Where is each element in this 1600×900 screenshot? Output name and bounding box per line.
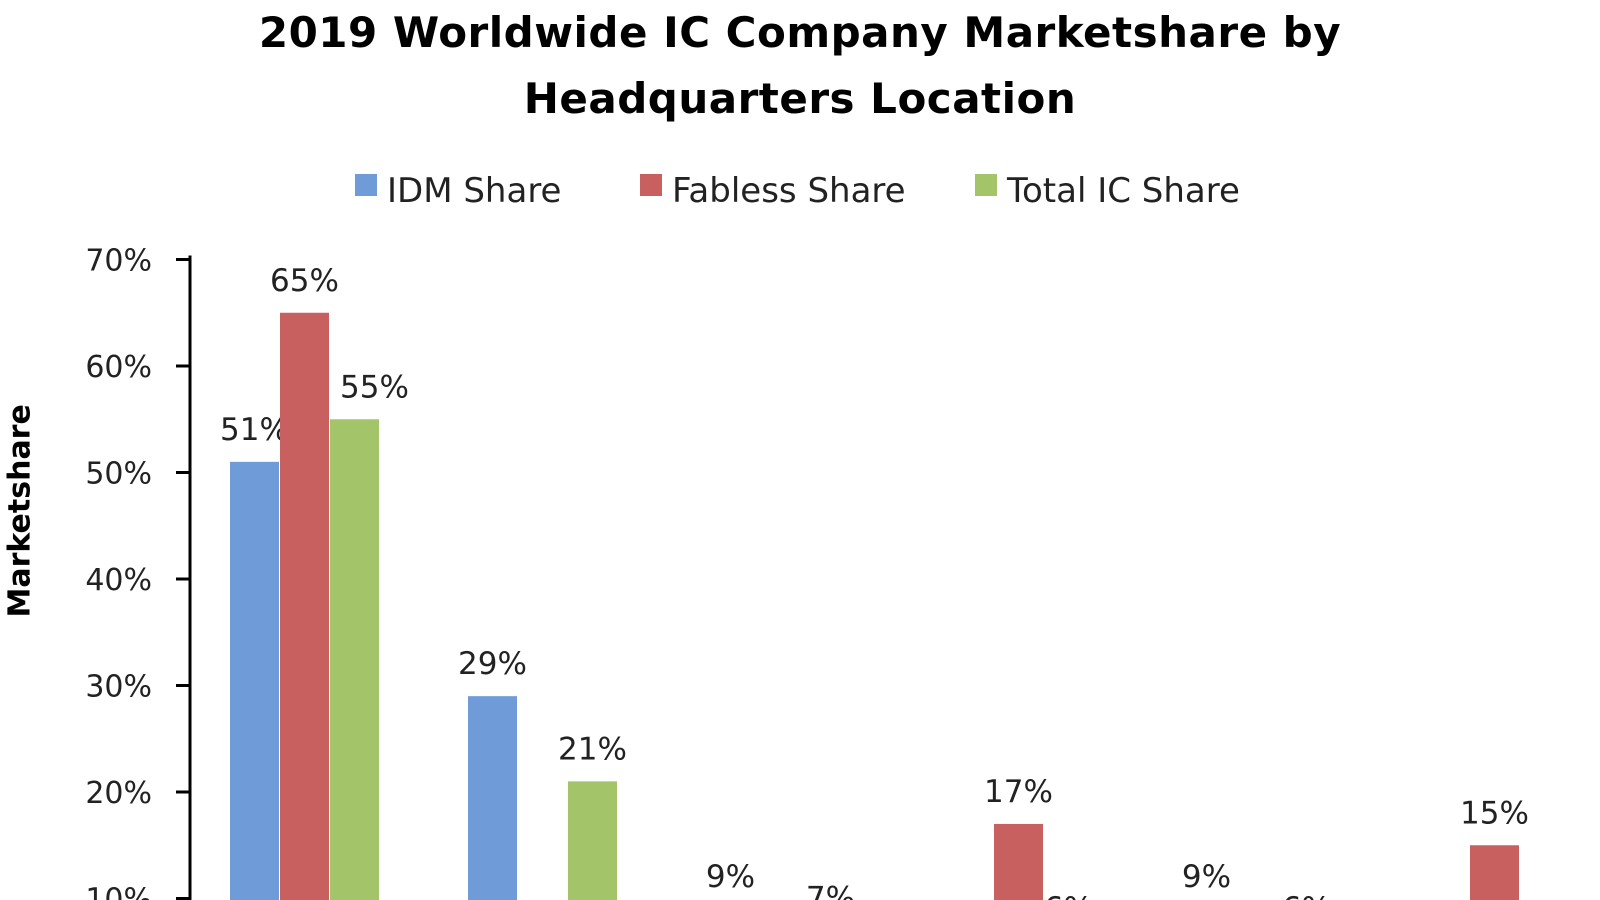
data-label: 9% xyxy=(1182,859,1231,895)
bar-idm-share xyxy=(468,696,517,900)
legend-swatch-total xyxy=(975,174,997,196)
data-label: 51% xyxy=(220,412,289,448)
y-tick-label: 60% xyxy=(85,350,152,385)
data-label: 65% xyxy=(270,263,339,299)
data-label: 29% xyxy=(458,646,527,682)
data-label: 6% xyxy=(1282,891,1331,900)
y-tick-label: 10% xyxy=(85,883,152,900)
legend-swatch-idm xyxy=(355,174,377,196)
bar-total-ic-share xyxy=(330,419,379,900)
legend-label-fabless: Fabless Share xyxy=(672,171,906,211)
data-label: 15% xyxy=(1460,795,1529,831)
bar-idm-share xyxy=(230,461,279,900)
bar-fabless-share xyxy=(1470,845,1519,900)
chart-legend: IDM Share Fabless Share Total IC Share xyxy=(0,168,1600,214)
bar-total-ic-share xyxy=(568,781,617,900)
y-tick-label: 40% xyxy=(85,563,152,598)
legend-swatch-fabless xyxy=(640,174,662,196)
y-tick-label: 30% xyxy=(85,670,152,705)
y-tick-label: 20% xyxy=(85,776,152,811)
data-label: 6% xyxy=(1044,891,1093,900)
bar-fabless-share xyxy=(280,312,329,900)
chart-title-line-2: Headquarters Location xyxy=(523,74,1077,123)
data-label: 7% xyxy=(806,880,855,900)
legend-item-fabless: Fabless Share xyxy=(640,168,906,214)
legend-item-total: Total IC Share xyxy=(975,168,1240,214)
bar-fabless-share xyxy=(994,823,1043,900)
data-label: 55% xyxy=(340,369,409,405)
data-label: 21% xyxy=(558,731,627,767)
chart-title-line-1: 2019 Worldwide IC Company Marketshare by xyxy=(258,8,1342,57)
y-tick-label: 70% xyxy=(85,244,152,279)
legend-label-total: Total IC Share xyxy=(1007,171,1240,211)
data-label: 9% xyxy=(706,859,755,895)
legend-item-idm: IDM Share xyxy=(355,168,561,214)
chart-title: 2019 Worldwide IC Company Marketshare by… xyxy=(0,0,1600,132)
legend-label-idm: IDM Share xyxy=(387,171,562,211)
y-tick-label: 50% xyxy=(85,457,152,492)
data-label: 17% xyxy=(984,774,1053,810)
